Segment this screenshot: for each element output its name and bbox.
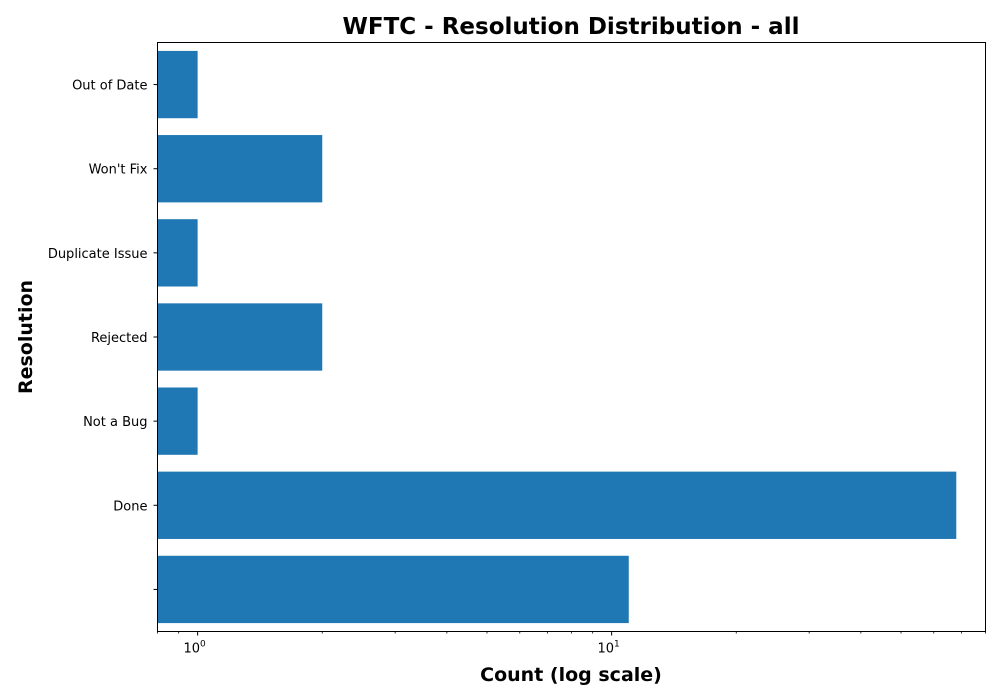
chart-title: WFTC - Resolution Distribution - all (343, 14, 800, 40)
y-tick-label-3: Rejected (91, 331, 148, 346)
y-tick-label-2: Not a Bug (83, 415, 147, 430)
y-tick-label-5: Won't Fix (89, 163, 148, 178)
bar-1 (157, 471, 957, 539)
bar-5 (157, 135, 323, 203)
x-axis-ticks: 100 101 (157, 631, 986, 657)
bar-6 (157, 50, 198, 119)
y-tick-label-4: Duplicate Issue (48, 247, 148, 262)
bar-0 (157, 555, 629, 624)
y-tick-label-1: Done (113, 499, 147, 514)
bars-group (157, 50, 957, 624)
x-axis-label: Count (log scale) (480, 664, 662, 686)
bar-3 (157, 303, 323, 371)
bar-2 (157, 387, 198, 455)
x-tick-label-1: 101 (597, 640, 619, 657)
y-axis-ticks: Done Not a Bug Rejected Duplicate Issue Won'… (48, 79, 158, 590)
bar-4 (157, 219, 198, 287)
x-tick-label-0: 100 (183, 640, 206, 657)
y-axis-label: Resolution (15, 280, 37, 394)
y-tick-label-6: Out of Date (72, 79, 147, 94)
plot-frame (157, 42, 986, 632)
